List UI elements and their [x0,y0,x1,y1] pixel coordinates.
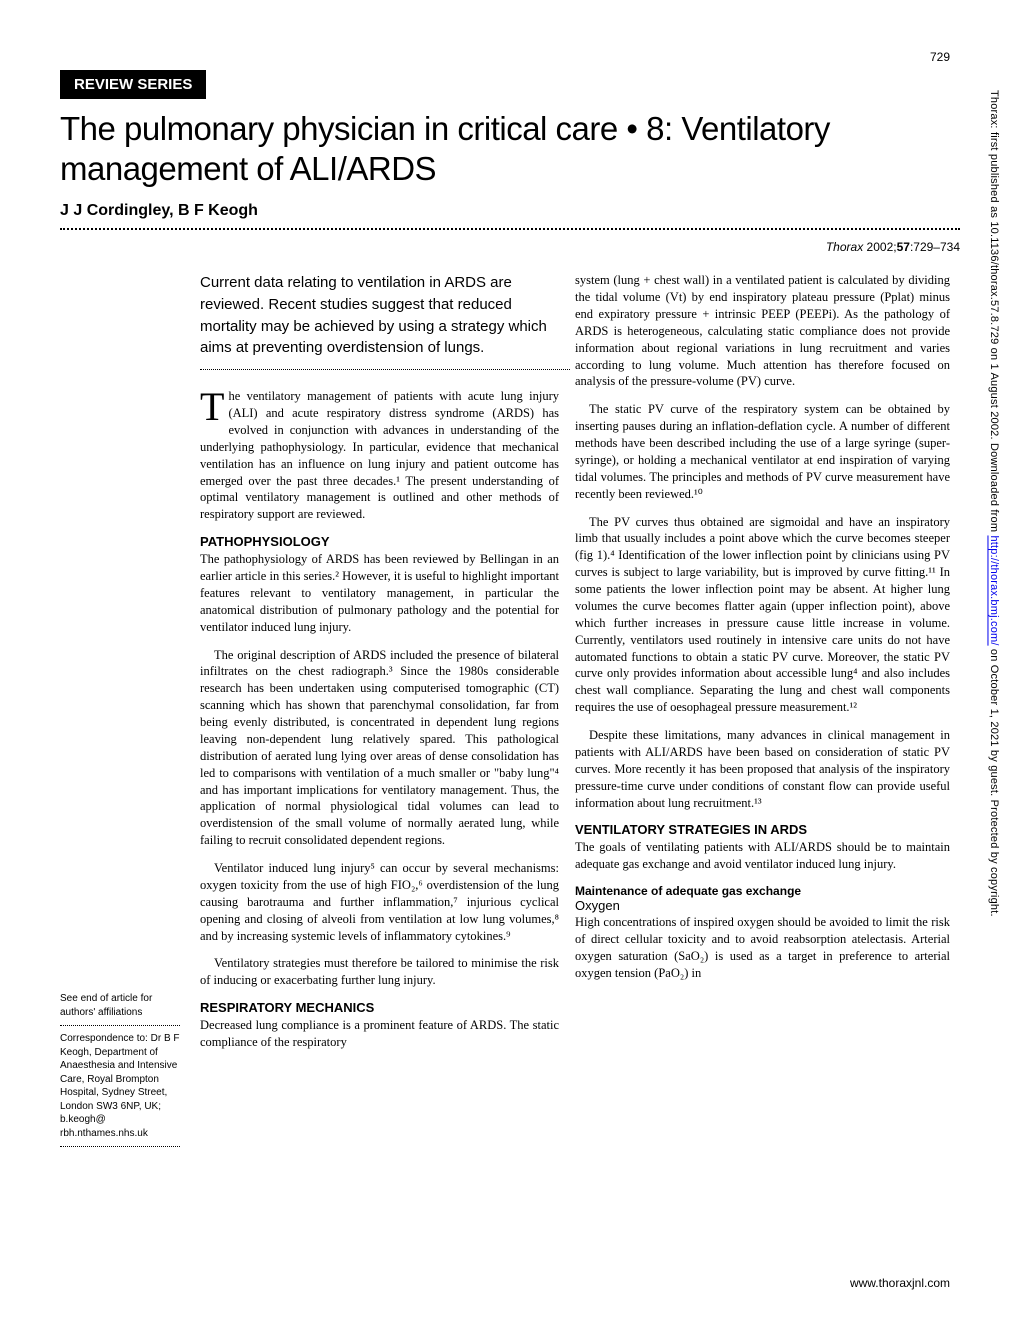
side-suffix: on October 1, 2021 by guest. Protected b… [988,646,1000,917]
citation-journal: Thorax [826,240,863,254]
citation-year: 2002; [867,240,897,254]
right-p4: Despite these limitations, many advances… [575,727,950,811]
subsubheading-oxygen: Oxygen [575,898,950,913]
intro-paragraph: The ventilatory management of patients w… [200,388,559,523]
heading-respmech: RESPIRATORY MECHANICS [200,1000,559,1015]
patho-p4: Ventilatory strategies must therefore be… [200,955,559,989]
affiliation-note: See end of article for authors' affiliat… [60,992,188,1019]
citation: Thorax 2002;57:729–734 [60,240,960,254]
subheading-maintenance: Maintenance of adequate gas exchange [575,884,950,898]
right-p2: The static PV curve of the respiratory s… [575,401,950,502]
divider-short [60,1025,180,1026]
oxygen-p1: High concentrations of inspired oxygen s… [575,914,950,982]
patho-p3: Ventilator induced lung injury⁵ can occu… [200,860,559,944]
divider-short [60,1146,180,1147]
sidebar-citation: Thorax: first published as 10.1136/thora… [988,90,1000,1240]
patho-p1: The pathophysiology of ARDS has been rev… [200,551,559,635]
right-p3: The PV curves thus obtained are sigmoida… [575,514,950,717]
correspondence: Correspondence to: Dr B F Keogh, Departm… [60,1032,188,1140]
page-number: 729 [930,50,950,64]
heading-ventstrat: VENTILATORY STRATEGIES IN ARDS [575,822,950,837]
citation-pages: :729–734 [910,240,960,254]
summary: Current data relating to ventilation in … [200,272,559,359]
intro-text: he ventilatory management of patients wi… [200,389,559,521]
right-column: system (lung + chest wall) in a ventilat… [575,272,950,1153]
ventstrat-p1: The goals of ventilating patients with A… [575,839,950,873]
patho-p2: The original description of ARDS include… [200,647,559,850]
side-link[interactable]: http://thorax.bmj.com/ [988,535,1000,645]
respmech-p1: Decreased lung compliance is a prominent… [200,1017,559,1051]
right-p1: system (lung + chest wall) in a ventilat… [575,272,950,390]
middle-column: Current data relating to ventilation in … [200,272,575,1153]
side-prefix: Thorax: first published as 10.1136/thora… [988,90,1000,535]
authors: J J Cordingley, B F Keogh [60,202,960,220]
dropcap: T [200,390,224,424]
divider [60,228,960,230]
citation-volume: 57 [897,240,910,254]
heading-pathophysiology: PATHOPHYSIOLOGY [200,534,559,549]
footer-url: www.thoraxjnl.com [850,1276,950,1290]
divider-mid [200,369,570,370]
article-title: The pulmonary physician in critical care… [60,109,960,188]
series-badge: REVIEW SERIES [60,70,206,99]
left-sidebar: See end of article for authors' affiliat… [60,272,200,1153]
